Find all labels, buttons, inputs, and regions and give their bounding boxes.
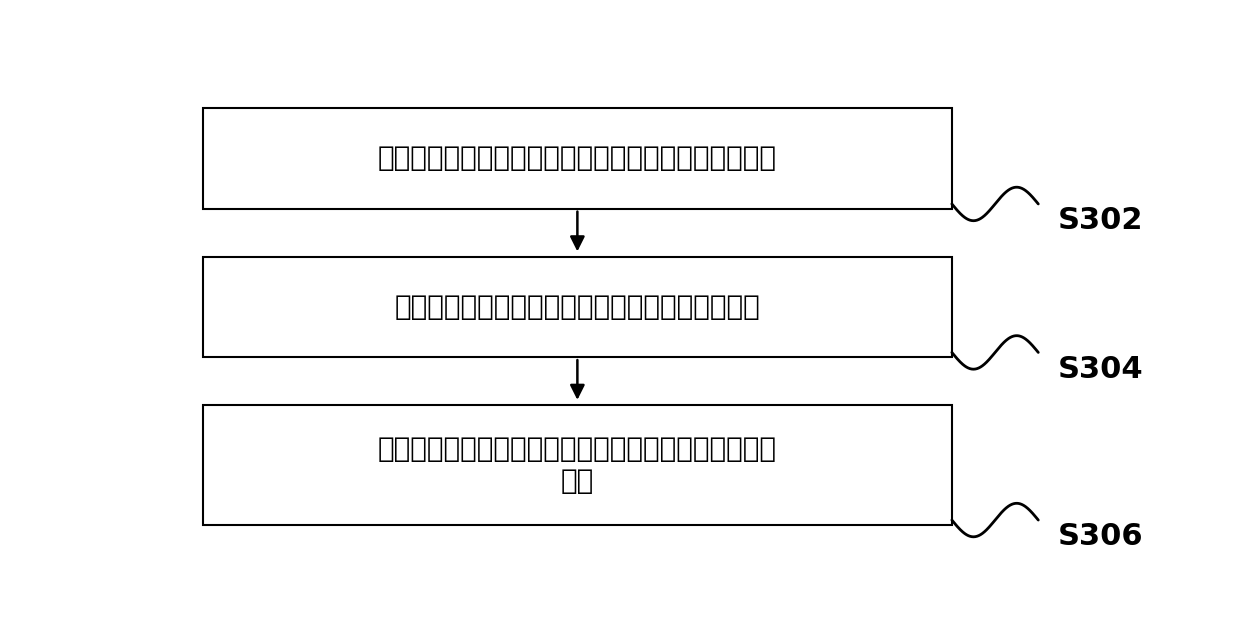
FancyBboxPatch shape — [203, 257, 952, 357]
Text: S306: S306 — [1058, 522, 1144, 551]
Text: 通过电池系统配电装置将数字报文传输至电池系统控制
装置: 通过电池系统配电装置将数字报文传输至电池系统控制 装置 — [378, 435, 777, 495]
Text: 通过电池系统配电装置获取电池系统采集到的目标信号: 通过电池系统配电装置获取电池系统采集到的目标信号 — [378, 144, 777, 172]
Text: S302: S302 — [1058, 207, 1144, 235]
Text: 通过电池系统配电装置将目标信号转换为数字报文: 通过电池系统配电装置将目标信号转换为数字报文 — [394, 293, 761, 321]
FancyBboxPatch shape — [203, 405, 952, 525]
Text: S304: S304 — [1058, 355, 1144, 384]
FancyBboxPatch shape — [203, 108, 952, 209]
